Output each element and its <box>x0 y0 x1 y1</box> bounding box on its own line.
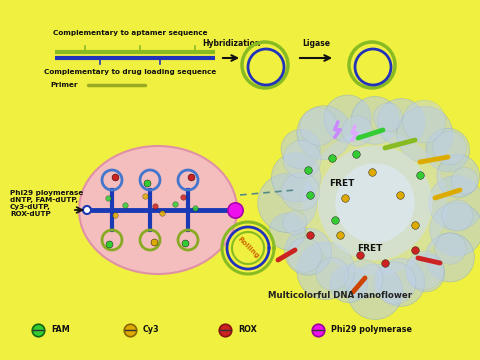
Circle shape <box>283 140 321 178</box>
Circle shape <box>287 238 322 272</box>
Circle shape <box>318 146 432 260</box>
Circle shape <box>336 163 415 243</box>
Text: Cy3: Cy3 <box>143 325 160 334</box>
Circle shape <box>374 262 416 304</box>
Text: Primer: Primer <box>50 82 77 88</box>
Circle shape <box>451 167 478 194</box>
Circle shape <box>324 95 371 142</box>
Circle shape <box>429 176 480 230</box>
Text: Complementary to aptamer sequence: Complementary to aptamer sequence <box>53 30 207 36</box>
Circle shape <box>433 131 466 165</box>
Circle shape <box>435 233 466 264</box>
Text: FAM: FAM <box>51 325 70 334</box>
Circle shape <box>426 128 469 172</box>
Circle shape <box>282 173 320 211</box>
Circle shape <box>300 108 337 145</box>
Circle shape <box>83 206 91 214</box>
Circle shape <box>373 103 402 132</box>
Circle shape <box>437 155 480 197</box>
Circle shape <box>377 99 425 146</box>
Circle shape <box>442 200 473 231</box>
Circle shape <box>281 130 320 168</box>
Circle shape <box>407 254 444 292</box>
Circle shape <box>406 251 444 289</box>
Text: Complementary to drug loading sequence: Complementary to drug loading sequence <box>44 69 216 75</box>
Text: FRET: FRET <box>357 243 383 252</box>
Circle shape <box>258 174 317 233</box>
Circle shape <box>283 211 307 235</box>
Circle shape <box>430 203 480 256</box>
Circle shape <box>285 228 332 275</box>
Circle shape <box>297 106 351 160</box>
Text: Multicolorful DNA nanoflower: Multicolorful DNA nanoflower <box>268 291 412 300</box>
Circle shape <box>269 213 306 250</box>
Circle shape <box>303 131 447 275</box>
Text: Rolling: Rolling <box>236 236 260 260</box>
Text: Hybridization: Hybridization <box>202 39 260 48</box>
Circle shape <box>272 153 321 202</box>
Circle shape <box>297 242 355 300</box>
Circle shape <box>426 233 474 282</box>
Circle shape <box>344 260 383 299</box>
Circle shape <box>403 100 445 143</box>
Text: Ligase: Ligase <box>302 39 330 48</box>
Text: Phi29 ploymerase
dNTP, FAM-dUTP,
Cy3-dUTP,
ROX-dUTP: Phi29 ploymerase dNTP, FAM-dUTP, Cy3-dUT… <box>10 189 83 216</box>
Circle shape <box>397 106 453 162</box>
Circle shape <box>330 265 368 303</box>
Circle shape <box>342 116 372 146</box>
Text: FRET: FRET <box>329 179 355 188</box>
Ellipse shape <box>79 146 237 274</box>
Circle shape <box>316 257 348 290</box>
Circle shape <box>351 96 399 144</box>
Circle shape <box>377 258 425 306</box>
Text: ROX: ROX <box>238 325 257 334</box>
Text: Phi29 polymerase: Phi29 polymerase <box>331 325 412 334</box>
Circle shape <box>348 264 403 319</box>
